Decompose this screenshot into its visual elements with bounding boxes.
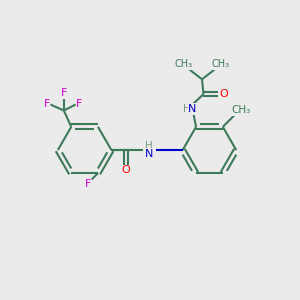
Text: H: H [145, 141, 153, 152]
Text: CH₃: CH₃ [175, 59, 193, 69]
Text: H: H [183, 104, 191, 114]
Text: F: F [76, 99, 83, 109]
Text: CH₃: CH₃ [232, 106, 251, 116]
Text: O: O [219, 89, 228, 99]
Text: O: O [122, 165, 130, 175]
Text: F: F [84, 178, 91, 189]
Text: CH₃: CH₃ [212, 59, 230, 69]
Text: F: F [44, 99, 50, 109]
Text: F: F [61, 88, 67, 98]
Text: N: N [145, 148, 153, 159]
Text: N: N [188, 104, 197, 114]
